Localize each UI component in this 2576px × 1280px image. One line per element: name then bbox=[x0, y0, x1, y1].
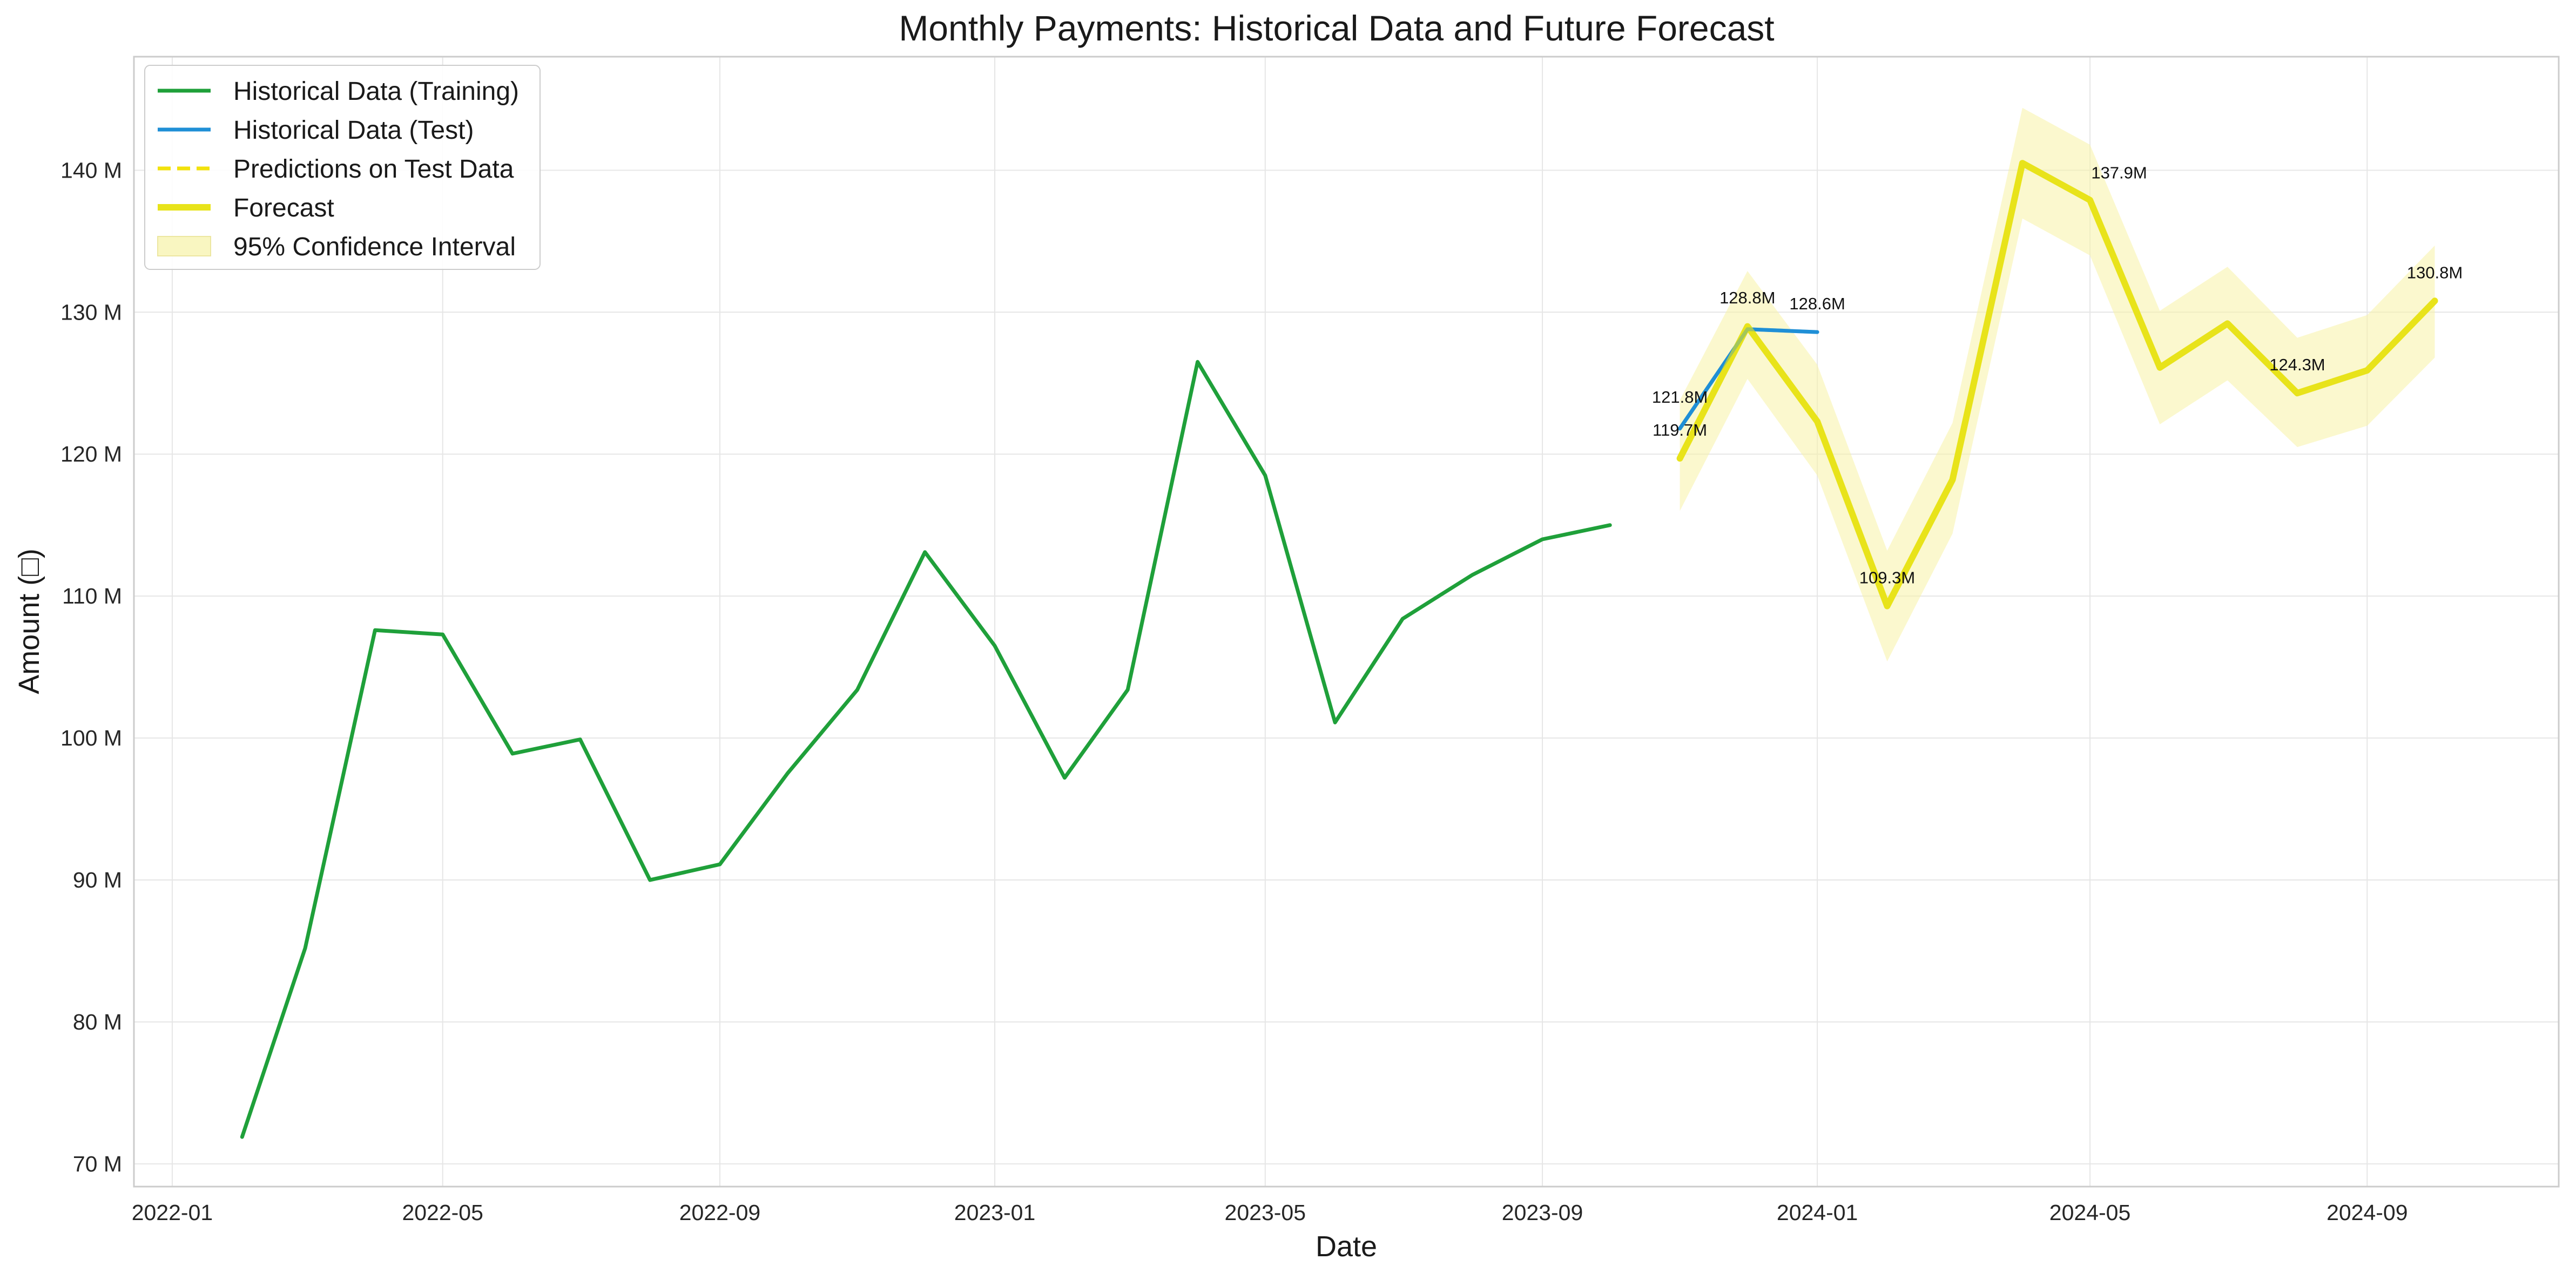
legend-label: Predictions on Test Data bbox=[233, 155, 514, 184]
annotation-layer: 121.8M 119.7M 128.8M 128.6M 109.3M 137.9M 124.… bbox=[1652, 164, 2463, 587]
legend-items: Historical Data (Training) Historical Dat… bbox=[157, 77, 519, 261]
data-label: 130.8M bbox=[2407, 263, 2463, 282]
legend-item: Historical Data (Test) bbox=[158, 116, 474, 145]
x-axis-label: Date bbox=[1316, 1230, 1377, 1263]
legend-item: 95% Confidence Interval bbox=[157, 233, 516, 261]
legend-frame bbox=[144, 65, 541, 270]
legend-label: Forecast bbox=[233, 194, 334, 222]
legend-label: Historical Data (Training) bbox=[233, 77, 519, 106]
data-label: 128.6M bbox=[1789, 294, 1845, 313]
data-label: 121.8M bbox=[1652, 388, 1708, 407]
data-label: 124.3M bbox=[2269, 355, 2325, 374]
y-tick-label: 140 M bbox=[60, 158, 122, 182]
x-tick-label: 2022-09 bbox=[679, 1200, 760, 1225]
legend-item: Predictions on Test Data bbox=[158, 155, 514, 184]
data-label: 137.9M bbox=[2091, 164, 2147, 182]
legend-label: 95% Confidence Interval bbox=[233, 233, 516, 261]
x-tick-label: 2023-05 bbox=[1225, 1200, 1306, 1225]
legend-item: Forecast bbox=[158, 194, 334, 222]
confidence-band-layer bbox=[1680, 107, 2435, 662]
x-axis-ticks: 2022-01 2022-05 2022-09 2023-01 2023-05 2023-… bbox=[132, 1200, 2408, 1225]
chart-title: Monthly Payments: Historical Data and Fu… bbox=[899, 8, 1774, 48]
y-tick-label: 130 M bbox=[60, 300, 122, 324]
y-axis-label: Amount (□) bbox=[13, 548, 45, 694]
data-label: 128.8M bbox=[1719, 288, 1775, 307]
y-tick-label: 80 M bbox=[73, 1010, 122, 1034]
y-tick-label: 90 M bbox=[73, 868, 122, 892]
x-tick-label: 2024-01 bbox=[1777, 1200, 1858, 1225]
legend: Historical Data (Training) Historical Dat… bbox=[144, 65, 541, 270]
y-tick-label: 120 M bbox=[60, 442, 122, 466]
plot-frame bbox=[133, 56, 2560, 1188]
x-tick-label: 2022-01 bbox=[132, 1200, 213, 1225]
legend-swatch-confidence bbox=[157, 236, 211, 256]
y-axis-ticks: 70 M 80 M 90 M 100 M 110 M 120 M 130 M 140 M bbox=[60, 158, 122, 1176]
x-tick-label: 2024-09 bbox=[2327, 1200, 2408, 1225]
data-label: 119.7M bbox=[1653, 421, 1707, 439]
y-tick-label: 110 M bbox=[62, 584, 122, 608]
series-layer bbox=[240, 160, 2438, 1139]
data-label: 109.3M bbox=[1859, 568, 1915, 587]
x-tick-label: 2024-05 bbox=[2049, 1200, 2130, 1225]
legend-item: Historical Data (Training) bbox=[158, 77, 519, 106]
test-series-line-overlay bbox=[1678, 327, 1818, 430]
x-tick-label: 2022-05 bbox=[402, 1200, 483, 1225]
x-tick-label: 2023-09 bbox=[1502, 1200, 1583, 1225]
y-tick-label: 70 M bbox=[73, 1152, 122, 1176]
forecast-series-line bbox=[1676, 160, 2438, 609]
training-series-line bbox=[240, 360, 1612, 1139]
y-tick-label: 100 M bbox=[60, 726, 122, 750]
legend-label: Historical Data (Test) bbox=[233, 116, 474, 145]
x-tick-label: 2023-01 bbox=[954, 1200, 1035, 1225]
confidence-interval-band bbox=[1680, 107, 2435, 662]
